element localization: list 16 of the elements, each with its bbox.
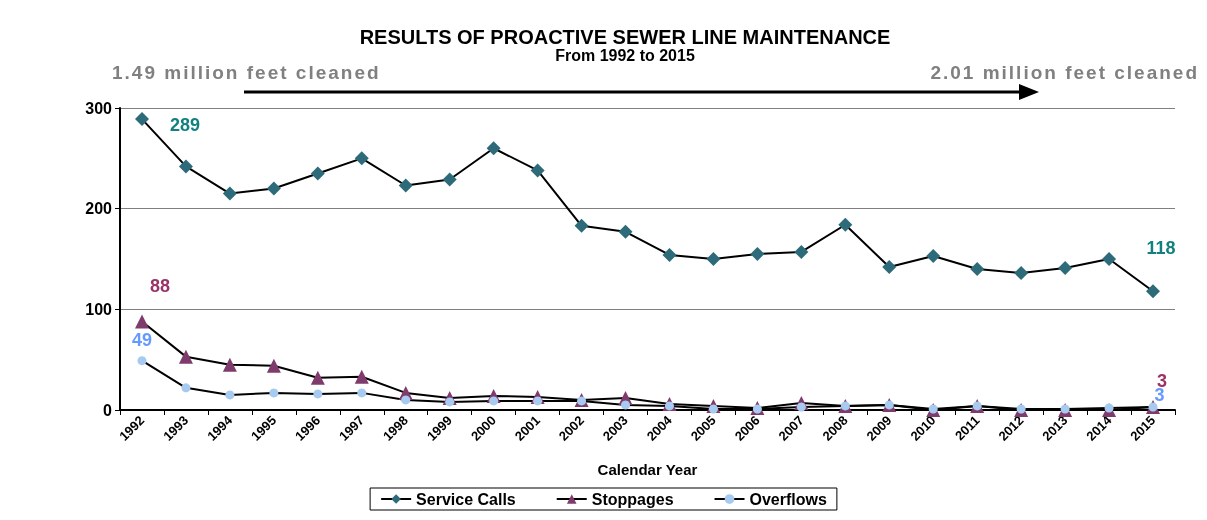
data-label: 88: [149, 276, 170, 297]
data-label: 49: [131, 330, 152, 351]
y-tick-label: 100: [85, 300, 113, 318]
legend-label: Service Calls: [416, 490, 516, 508]
y-tick-label: 200: [85, 200, 113, 218]
data-label: 289: [169, 115, 201, 136]
x-axis-title: Calendar Year: [597, 461, 698, 478]
chart-title: RESULTS OF PROACTIVE SEWER LINE MAINTENANCE: [359, 26, 891, 48]
legend-label: Overflows: [749, 490, 827, 508]
legend-label: Stoppages: [591, 490, 674, 508]
text: 1.49 million feet cleaned: [112, 62, 382, 84]
chart-subtitle: From 1992 to 2015: [555, 46, 695, 64]
y-tick-label: 0: [103, 401, 113, 419]
text: 2.01 million feet cleaned: [929, 62, 1199, 84]
data-label: 118: [1146, 238, 1176, 259]
y-tick-label: 300: [85, 99, 113, 117]
